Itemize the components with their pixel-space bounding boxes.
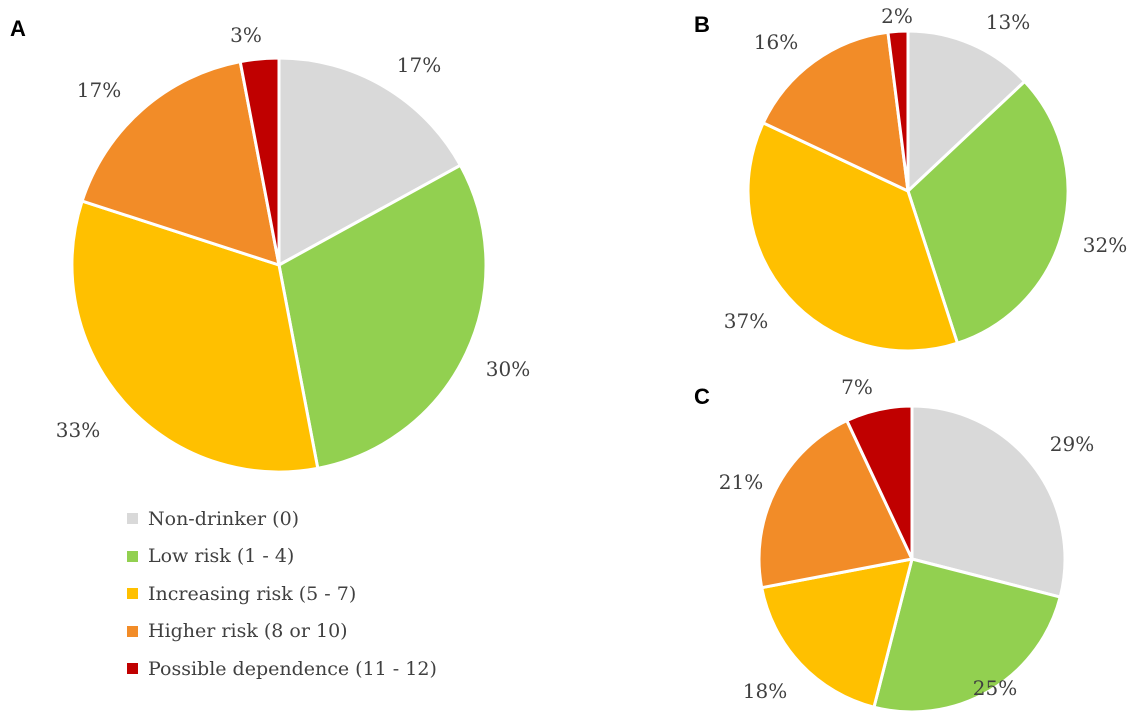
panel-letter-b: B bbox=[694, 12, 710, 37]
legend-item-increasing-risk: Increasing risk (5 - 7) bbox=[127, 575, 437, 613]
pie-c-data-label-increasing-risk: 18% bbox=[743, 679, 787, 703]
pie-c-slice-low-risk bbox=[872, 557, 1062, 714]
legend-item-possible-dependence: Possible dependence (11 - 12) bbox=[127, 650, 437, 688]
pie-b-slice-low-risk bbox=[906, 79, 1070, 345]
pie-chart-b: 13% 32% 37% 16% 2% B bbox=[694, 4, 1127, 353]
panel-letter-c: C bbox=[694, 384, 710, 409]
legend-item-higher-risk: Higher risk (8 or 10) bbox=[127, 613, 437, 651]
legend-item-low-risk: Low risk (1 - 4) bbox=[127, 538, 437, 576]
pie-b-data-label-increasing-risk: 37% bbox=[724, 309, 768, 333]
legend-swatch-higher-risk bbox=[127, 625, 138, 637]
pie-a-slice-non-drinker bbox=[277, 56, 462, 267]
pie-b-data-label-low-risk: 32% bbox=[1083, 233, 1127, 257]
legend-label-increasing-risk: Increasing risk (5 - 7) bbox=[148, 582, 357, 605]
legend-label-higher-risk: Higher risk (8 or 10) bbox=[148, 620, 348, 643]
legend-swatch-possible-dependence bbox=[127, 663, 138, 675]
legend-label-possible-dependence: Possible dependence (11 - 12) bbox=[148, 657, 437, 680]
legend-swatch-low-risk bbox=[127, 550, 138, 562]
legend-item-non-drinker: Non-drinker (0) bbox=[127, 500, 437, 538]
pie-chart-c: 29% 25% 18% 21% 7% C bbox=[694, 375, 1094, 714]
panel-letter-a: A bbox=[10, 16, 26, 41]
pie-c-slice-non-drinker bbox=[910, 404, 1067, 599]
pie-c-data-label-higher-risk: 21% bbox=[719, 470, 763, 494]
pie-a-slice-possible-dependence bbox=[238, 56, 281, 267]
pie-c-slice-increasing-risk bbox=[760, 557, 914, 709]
pie-c-data-label-possible-dependence: 7% bbox=[841, 375, 873, 399]
pie-c-slice-possible-dependence bbox=[845, 404, 914, 561]
legend-label-low-risk: Low risk (1 - 4) bbox=[148, 545, 295, 568]
pie-c-data-label-low-risk: 25% bbox=[973, 676, 1017, 700]
pie-a-slice-increasing-risk bbox=[70, 199, 320, 474]
pie-b-slice-increasing-risk bbox=[746, 121, 959, 353]
pie-a-data-label-low-risk: 30% bbox=[486, 357, 530, 381]
pie-b-slice-non-drinker bbox=[906, 29, 1027, 193]
pie-b-data-label-higher-risk: 16% bbox=[754, 30, 798, 54]
pie-c-slice-higher-risk bbox=[757, 419, 914, 590]
legend-label-non-drinker: Non-drinker (0) bbox=[148, 507, 300, 530]
pie-a-data-label-non-drinker: 17% bbox=[397, 53, 441, 77]
pie-a-data-label-increasing-risk: 33% bbox=[56, 418, 100, 442]
pie-a-data-label-possible-dependence: 3% bbox=[230, 23, 262, 47]
legend-swatch-non-drinker bbox=[127, 513, 138, 525]
pie-chart-a: 17% 30% 33% 17% 3% A bbox=[10, 16, 530, 474]
pie-a-slice-higher-risk bbox=[80, 60, 281, 267]
pie-b-data-label-possible-dependence: 2% bbox=[881, 4, 913, 28]
legend: Non-drinker (0) Low risk (1 - 4) Increas… bbox=[127, 500, 437, 688]
legend-swatch-increasing-risk bbox=[127, 588, 138, 600]
pie-c-data-label-non-drinker: 29% bbox=[1050, 432, 1094, 456]
pie-a-slice-low-risk bbox=[277, 163, 488, 470]
pie-a-data-label-higher-risk: 17% bbox=[77, 78, 121, 102]
pie-b-data-label-non-drinker: 13% bbox=[986, 10, 1030, 34]
pie-b-slice-possible-dependence bbox=[886, 29, 910, 193]
pie-b-slice-higher-risk bbox=[761, 30, 910, 193]
